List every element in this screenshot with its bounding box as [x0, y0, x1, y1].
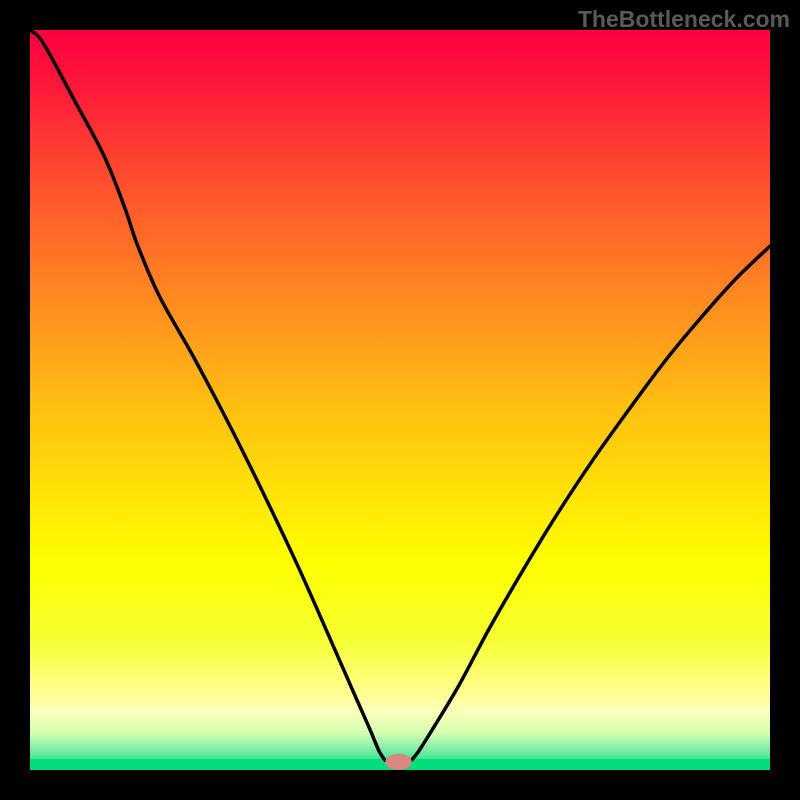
- plot-area: [30, 30, 770, 770]
- plot-svg: [30, 30, 770, 770]
- minimum-marker: [385, 754, 412, 770]
- gradient-background: [30, 30, 770, 770]
- chart-container: TheBottleneck.com: [0, 0, 800, 800]
- watermark-text: TheBottleneck.com: [578, 6, 790, 33]
